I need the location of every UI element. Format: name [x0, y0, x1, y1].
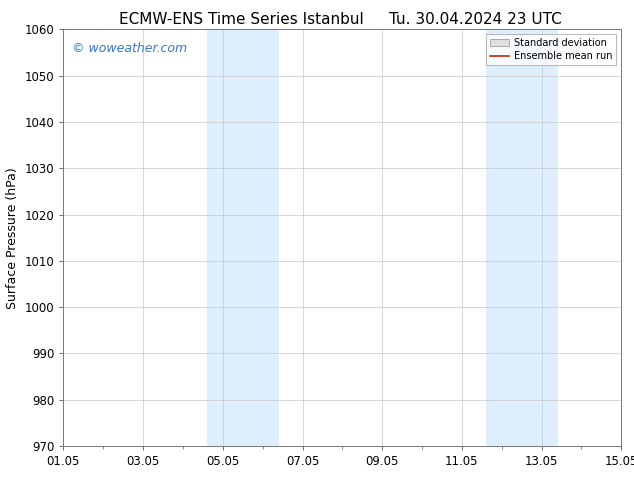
Bar — [486, 29, 557, 446]
Text: ECMW-ENS Time Series Istanbul: ECMW-ENS Time Series Istanbul — [119, 12, 363, 27]
Text: Tu. 30.04.2024 23 UTC: Tu. 30.04.2024 23 UTC — [389, 12, 562, 27]
Y-axis label: Surface Pressure (hPa): Surface Pressure (hPa) — [6, 167, 19, 309]
Legend: Standard deviation, Ensemble mean run: Standard deviation, Ensemble mean run — [486, 34, 616, 65]
Text: © woweather.com: © woweather.com — [72, 42, 187, 55]
Bar — [207, 29, 278, 446]
